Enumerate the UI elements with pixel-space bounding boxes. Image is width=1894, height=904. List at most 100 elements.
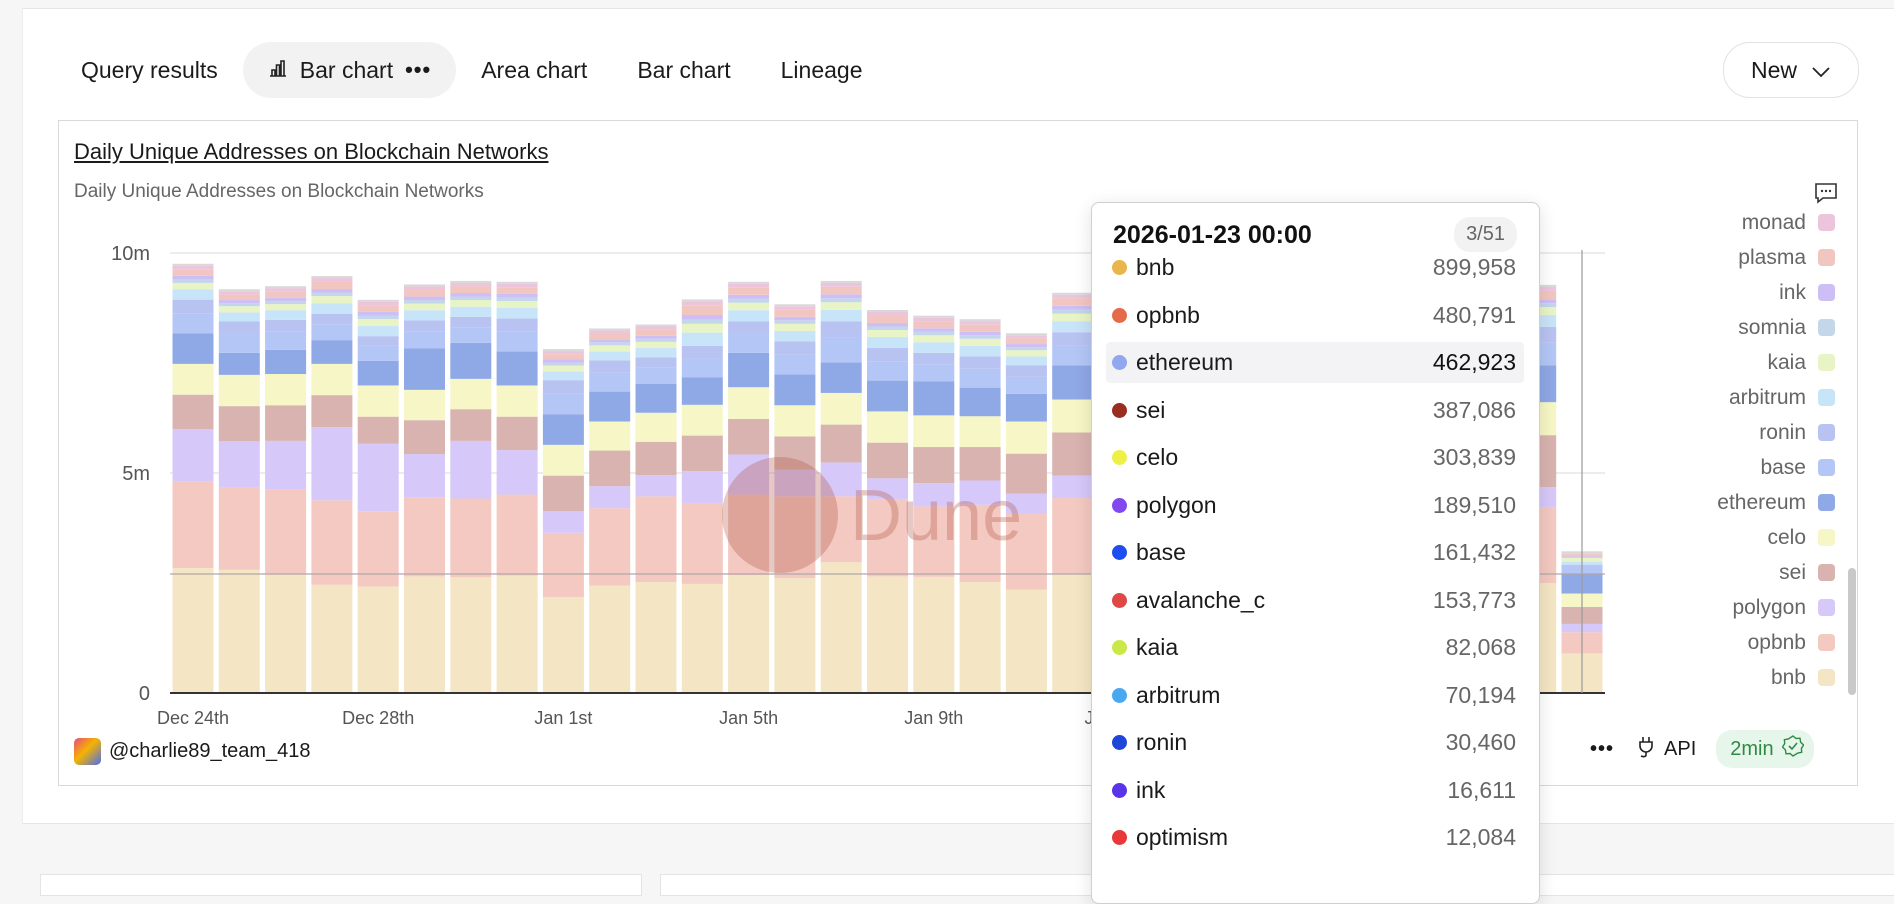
bar-segment-plasma	[496, 287, 538, 294]
bar-segment-monad	[820, 282, 862, 287]
bar-segment-bnb	[450, 577, 492, 693]
tooltip-series-label: sei	[1136, 396, 1166, 423]
bar-segment-ink	[820, 294, 862, 299]
bar-segment-monad	[681, 301, 723, 306]
legend-item-opbnb[interactable]: opbnb	[1700, 625, 1835, 660]
chart-title-link[interactable]: Daily Unique Addresses on Blockchain Net…	[74, 139, 549, 164]
bar-2025-12-26[interactable]	[265, 286, 307, 693]
bar-segment-plasma	[820, 286, 862, 295]
bar-segment-opbnb	[496, 494, 538, 576]
bar-2025-12-28[interactable]	[357, 299, 399, 693]
tooltip-series-value: 70,194	[1445, 681, 1516, 708]
bar-2026-01-01[interactable]	[542, 349, 584, 693]
legend-item-somnia[interactable]: somnia	[1700, 310, 1835, 345]
refresh-status-badge[interactable]: 2min	[1716, 730, 1814, 768]
bar-2026-01-04[interactable]	[681, 299, 723, 693]
bar-segment-polygon	[635, 475, 677, 497]
bar-2026-01-08[interactable]	[867, 309, 908, 693]
bar-segment-somnia	[1052, 309, 1094, 314]
bar-2026-01-07[interactable]	[820, 280, 862, 693]
legend-item-ethereum[interactable]: ethereum	[1700, 485, 1835, 520]
bar-segment-celo	[218, 374, 260, 407]
bar-cap	[218, 289, 260, 292]
bar-segment-plasma	[728, 287, 770, 295]
bar-2026-01-02[interactable]	[589, 328, 631, 693]
bar-2025-12-31[interactable]	[496, 281, 538, 693]
legend-swatch	[1818, 494, 1835, 511]
new-button[interactable]: New	[1723, 42, 1859, 98]
bar-segment-polygon	[774, 469, 816, 497]
x-tick-label: Dec 28th	[342, 708, 414, 728]
bar-segment-sei	[404, 420, 445, 455]
y-tick-label: 10m	[111, 243, 150, 265]
bar-segment-ethereum	[635, 383, 677, 413]
bar-segment-base	[589, 372, 631, 392]
tab-lineage[interactable]: Lineage	[756, 42, 888, 98]
tab-query-results[interactable]: Query results	[56, 42, 243, 98]
bar-segment-ronin	[311, 313, 353, 325]
legend-item-kaia[interactable]: kaia	[1700, 345, 1835, 380]
legend-swatch	[1818, 669, 1835, 686]
bar-2025-12-29[interactable]	[404, 284, 445, 693]
bar-cap	[496, 281, 538, 284]
legend-item-arbitrum[interactable]: arbitrum	[1700, 380, 1835, 415]
bar-2025-12-30[interactable]	[450, 280, 492, 693]
bar-segment-sei	[218, 406, 260, 442]
legend-item-monad[interactable]: monad	[1700, 205, 1835, 240]
bar-segment-somnia	[265, 300, 307, 305]
bar-2026-01-05[interactable]	[728, 281, 770, 693]
legend-item-base[interactable]: base	[1700, 450, 1835, 485]
bar-2026-01-06[interactable]	[774, 304, 816, 693]
bar-segment-somnia	[404, 300, 445, 304]
bar-segment-ethereum	[1005, 393, 1047, 422]
bar-segment-bnb	[1005, 589, 1047, 693]
chart-author[interactable]: @charlie89_team_418	[74, 738, 311, 765]
bar-segment-ronin	[265, 319, 307, 332]
bar-segment-monad	[404, 286, 445, 290]
bar-segment-sei	[728, 418, 770, 455]
bar-segment-ronin	[450, 316, 492, 328]
legend-scrollbar[interactable]	[1848, 568, 1856, 695]
legend-item-sei[interactable]: sei	[1700, 555, 1835, 590]
legend-item-bnb[interactable]: bnb	[1700, 660, 1835, 695]
tab-area-chart[interactable]: Area chart	[456, 42, 612, 98]
tab-menu-icon[interactable]: •••	[405, 57, 432, 82]
bar-2026-01-12[interactable]	[1052, 292, 1094, 693]
tab-bar-chart[interactable]: Bar chart	[612, 42, 755, 98]
tab-bar-chart-active[interactable]: Bar chart •••	[242, 42, 457, 98]
bar-segment-opbnb	[913, 506, 955, 577]
comment-icon[interactable]	[1814, 182, 1838, 209]
chart-subtitle: Daily Unique Addresses on Blockchain Net…	[74, 181, 484, 202]
legend-item-celo[interactable]: celo	[1700, 520, 1835, 555]
legend-item-ink[interactable]: ink	[1700, 275, 1835, 310]
legend-item-polygon[interactable]: polygon	[1700, 590, 1835, 625]
bar-segment-somnia	[681, 319, 723, 324]
bar-2025-12-25[interactable]	[218, 289, 260, 693]
bar-2025-12-24[interactable]	[172, 263, 214, 693]
api-button[interactable]: API	[1634, 734, 1696, 764]
bar-segment-arbitrum	[1052, 321, 1094, 333]
bar-segment-arbitrum	[728, 310, 770, 322]
bar-2025-12-27[interactable]	[311, 276, 353, 693]
api-label: API	[1664, 737, 1697, 760]
bar-2026-01-11[interactable]	[1005, 333, 1047, 693]
tooltip-row-ronin: ronin 30,460	[1106, 722, 1524, 763]
more-options-button[interactable]: •••	[1590, 737, 1615, 760]
tooltip-row-optimism: optimism 12,084	[1106, 817, 1524, 858]
bar-2026-01-09[interactable]	[913, 315, 955, 693]
legend-item-plasma[interactable]: plasma	[1700, 240, 1835, 275]
bar-segment-opbnb	[542, 532, 584, 598]
bar-2026-01-03[interactable]	[635, 324, 677, 693]
bar-segment-monad	[728, 283, 770, 288]
legend-label: monad	[1741, 210, 1806, 234]
bar-segment-celo	[172, 363, 214, 395]
series-dot-icon	[1112, 640, 1127, 655]
bar-segment-ethereum	[913, 381, 955, 416]
bar-2026-01-10[interactable]	[959, 319, 1001, 693]
tooltip-series-value: 899,958	[1432, 254, 1516, 280]
bar-segment-ethereum	[265, 349, 307, 374]
bar-segment-ethereum	[681, 377, 723, 405]
legend-swatch	[1818, 599, 1835, 616]
tooltip-row-celo: celo 303,839	[1106, 437, 1524, 478]
legend-item-ronin[interactable]: ronin	[1700, 415, 1835, 450]
